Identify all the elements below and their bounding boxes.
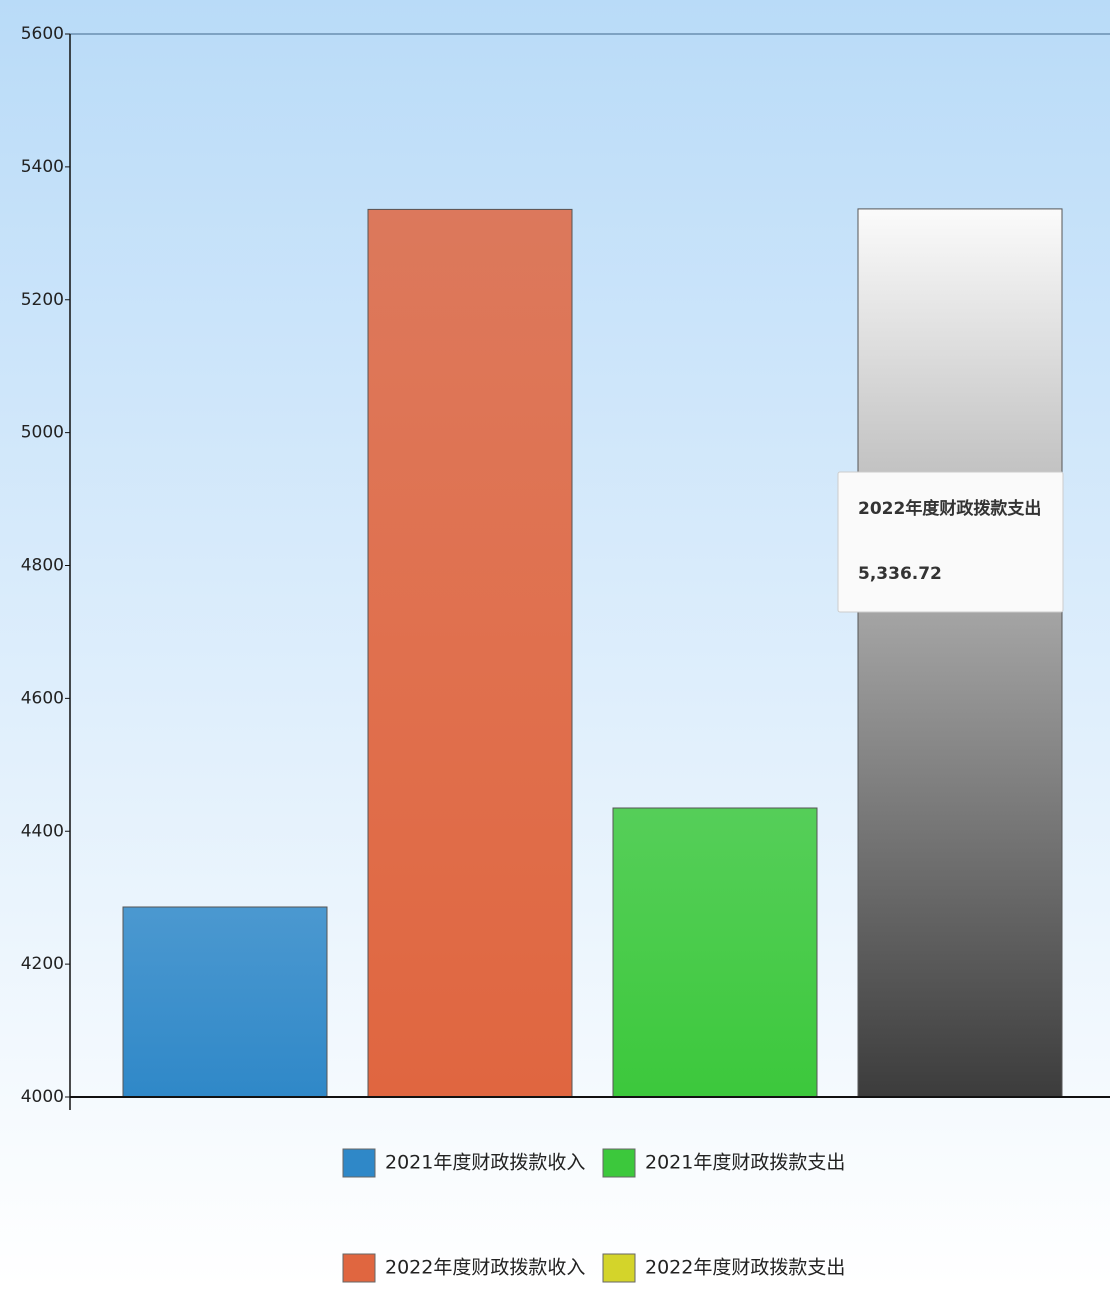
bar[interactable] — [122, 906, 328, 1098]
y-tick-label: 4400 — [21, 821, 64, 841]
legend-label: 2022年度财政拨款收入 — [385, 1257, 585, 1279]
y-tick-label: 5000 — [21, 423, 64, 443]
y-tick-label: 4200 — [21, 954, 64, 974]
legend-swatch — [602, 1253, 636, 1283]
tooltip-value: 5,336.72 — [858, 564, 942, 584]
legend-swatch — [342, 1148, 376, 1178]
bar[interactable] — [367, 208, 573, 1098]
y-tick-label: 5200 — [21, 290, 64, 310]
bar[interactable] — [612, 807, 818, 1098]
legend-label: 2021年度财政拨款收入 — [385, 1152, 585, 1174]
y-tick-label: 4800 — [21, 556, 64, 576]
legend-label: 2022年度财政拨款支出 — [645, 1257, 845, 1279]
tooltip-box — [837, 471, 1064, 613]
legend-swatch — [602, 1148, 636, 1178]
y-tick-label: 5600 — [21, 24, 64, 44]
bar[interactable] — [857, 208, 1063, 1098]
legend-swatch — [342, 1253, 376, 1283]
legend-label: 2021年度财政拨款支出 — [645, 1152, 845, 1174]
y-tick-label: 4000 — [21, 1087, 64, 1107]
y-tick-label: 5400 — [21, 157, 64, 177]
tooltip-title: 2022年度财政拨款支出 — [858, 498, 1041, 519]
y-tick-label: 4600 — [21, 688, 64, 708]
